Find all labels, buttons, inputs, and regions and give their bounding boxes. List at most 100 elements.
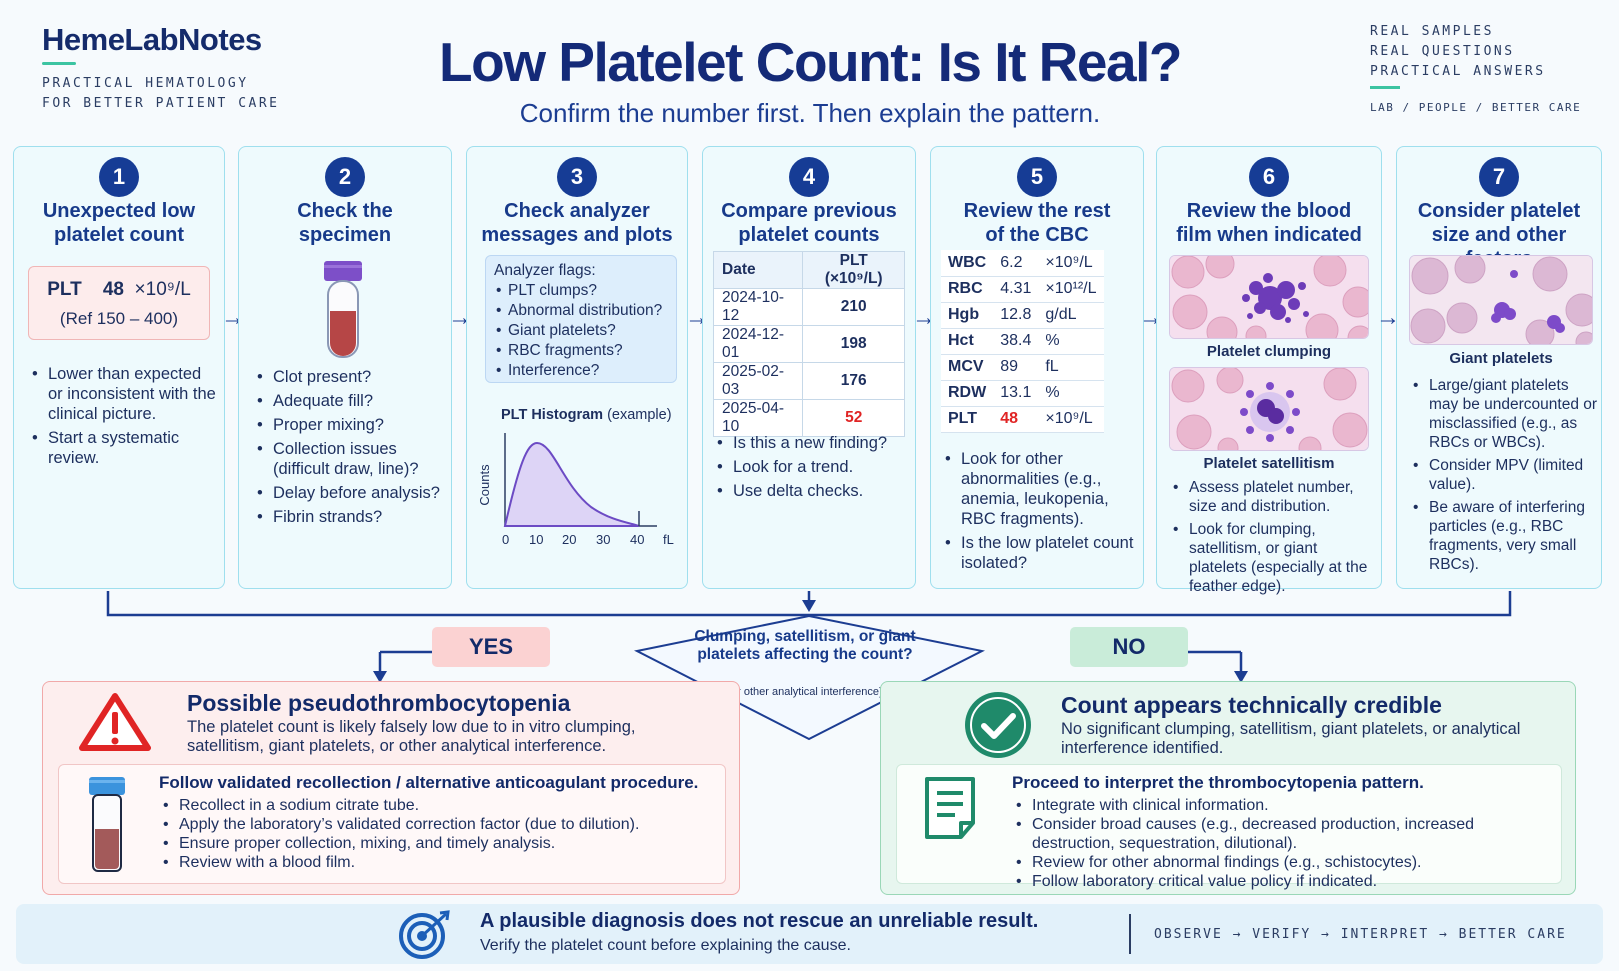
list-item: Recollect in a sodium citrate tube. — [159, 796, 639, 815]
platelet-histogram: Counts 0 10 20 30 40 fL — [477, 433, 674, 547]
step-title-line-2: specimen — [298, 224, 392, 246]
cbc-unit: % — [1038, 380, 1104, 407]
table-cell-value: 198 — [802, 325, 905, 363]
no-arrowhead — [1234, 671, 1248, 683]
step-number: 2 — [325, 157, 365, 197]
list-item: Look for a trend. — [713, 457, 911, 477]
no-panel-title: Count appears technically credible — [1061, 692, 1442, 718]
table-row: 2024-10-12 210 — [712, 288, 905, 326]
list-item: RBC fragments? — [494, 341, 668, 361]
cbc-value: 89 — [993, 354, 1039, 381]
yes-panel-action-box: Follow validated recollection / alternat… — [58, 764, 726, 884]
tagline-1: REAL SAMPLES — [1370, 24, 1494, 39]
table-cell-value: 176 — [802, 362, 905, 400]
platelet-clumping-image — [1169, 255, 1369, 339]
step-title-line-2: platelet count — [53, 224, 184, 246]
list-item: Abnormal distribution? — [494, 301, 668, 321]
analyzer-flags-title: Analyzer flags: — [494, 262, 596, 279]
cbc-table: WBC 6.2 ×10⁹/L RBC 4.31 ×10¹²/L Hgb 12.8 g/dL … — [941, 250, 1104, 433]
table-cell-date: 2024-12-01 — [712, 325, 804, 363]
table-header-date: Date — [712, 251, 804, 289]
histogram-tick-0: 0 — [502, 532, 509, 547]
step-title-line-2: of the CBC — [985, 224, 1089, 246]
histogram-ylabel: Counts — [477, 464, 492, 506]
list-item: Interference? — [494, 361, 668, 381]
list-item: Consider MPV (limited value). — [1409, 456, 1599, 494]
caption-clumping: Platelet clumping — [1206, 343, 1332, 360]
report-document-icon — [925, 777, 975, 839]
list-item: Delay before analysis? — [253, 483, 447, 503]
step-title: Check analyzer messages and plots — [471, 199, 683, 247]
caption-satellitism: Platelet satellitism — [1203, 455, 1335, 472]
cbc-value: 12.8 — [993, 302, 1039, 329]
histogram-tick-20: 20 — [562, 532, 576, 547]
cbc-unit: fL — [1038, 354, 1104, 381]
brand-sub-line-2: FOR BETTER PATIENT CARE — [42, 96, 280, 111]
cbc-unit: ×10¹²/L — [1038, 276, 1104, 303]
list-item: Follow laboratory critical value policy … — [1012, 872, 1552, 891]
list-item: Look for other abnormalities (e.g., anem… — [941, 449, 1141, 529]
footer-motto: OBSERVE → VERIFY → INTERPRET → BETTER CA… — [1154, 927, 1567, 942]
list-item: Apply the laboratory’s validated correct… — [159, 815, 639, 834]
cbc-key: MCV — [941, 354, 994, 381]
platelet-satellitism-image — [1169, 367, 1369, 451]
step-title: Compare previous platelet counts — [707, 199, 911, 247]
step-card-1: 1 Unexpected low platelet count PLT 48 ×… — [13, 146, 225, 589]
step-card-5: 5 Review the rest of the CBC WBC 6.2 ×10⁹/… — [930, 146, 1144, 589]
page-subtitle: Confirm the number first. Then explain t… — [519, 98, 1101, 128]
analyzer-flags-list: PLT clumps? Abnormal distribution? Giant… — [494, 281, 668, 381]
footer-divider — [1129, 914, 1131, 954]
step-number: 5 — [1017, 157, 1057, 197]
histogram-curve — [503, 441, 640, 527]
step-title-line-2: messages and plots — [481, 224, 673, 246]
caption-giant-platelets: Giant platelets — [1449, 350, 1553, 367]
step-title-line-1: Review the rest — [963, 200, 1111, 222]
yes-arrowhead — [373, 671, 387, 683]
table-row: 2024-12-01 198 — [712, 325, 905, 363]
step-bullets: Is this a new finding? Look for a trend.… — [713, 433, 911, 505]
down-arrowhead — [802, 600, 816, 612]
table-row: RBC 4.31 ×10¹²/L — [941, 276, 1104, 303]
step-title: Review the rest of the CBC — [935, 199, 1139, 247]
cbc-unit: g/dL — [1038, 302, 1104, 329]
list-item: Integrate with clinical information. — [1012, 796, 1552, 815]
step-title-line-1: Check the — [297, 200, 393, 222]
warning-icon — [79, 693, 151, 751]
step-title-line-1: Review the blood — [1186, 200, 1352, 222]
table-cell-date: 2025-02-03 — [712, 362, 804, 400]
cbc-unit: % — [1038, 328, 1104, 355]
cbc-unit: ×10⁹/L — [1038, 406, 1104, 433]
list-item: Be aware of interfering particles (e.g.,… — [1409, 498, 1599, 574]
plt-label: PLT — [47, 279, 82, 300]
no-panel-action-list: Integrate with clinical information. Con… — [1012, 796, 1552, 891]
cbc-key: RDW — [941, 380, 994, 407]
step-title-line-1: Compare previous — [721, 200, 897, 222]
step-title: Consider platelet size and other factors — [1401, 199, 1597, 271]
decision-question-sub: (or other analytical interference) — [727, 686, 883, 698]
cbc-value: 38.4 — [993, 328, 1039, 355]
step-bullets: Assess platelet number, size and distrib… — [1169, 478, 1379, 600]
step-title: Check the specimen — [243, 199, 447, 247]
step-card-4: 4 Compare previous platelet counts Date … — [702, 146, 916, 589]
list-item: Consider broad causes (e.g., decreased p… — [1012, 815, 1552, 853]
no-panel-action-box: Proceed to interpret the thrombocytopeni… — [896, 764, 1562, 891]
step-number: 4 — [789, 157, 829, 197]
list-item: Use delta checks. — [713, 481, 911, 501]
yes-panel-title: Possible pseudothrombocytopenia — [187, 690, 571, 716]
table-row: Hct 38.4% — [941, 328, 1104, 355]
check-circle-icon — [965, 692, 1031, 758]
cbc-key: Hgb — [941, 302, 994, 329]
histogram-tick-30: 30 — [596, 532, 610, 547]
footer-sub-message: Verify the platelet count before explain… — [480, 937, 851, 954]
footer-banner: A plausible diagnosis does not rescue an… — [16, 904, 1603, 964]
step-title-line-2: platelet counts — [738, 224, 880, 246]
cbc-key: PLT — [941, 406, 994, 433]
list-item: Assess platelet number, size and distrib… — [1169, 478, 1379, 516]
table-cell-value-flagged: 52 — [802, 399, 905, 437]
previous-counts-table: Date PLT (×10⁹/L) 2024-10-12 210 2024-12… — [712, 251, 905, 437]
histogram-note: (example) — [607, 407, 672, 423]
step-number: 6 — [1249, 157, 1289, 197]
table-cell-value: 210 — [802, 288, 905, 326]
platelet-result-box: PLT 48 ×10⁹/L (Ref 150 – 400) — [28, 266, 210, 340]
